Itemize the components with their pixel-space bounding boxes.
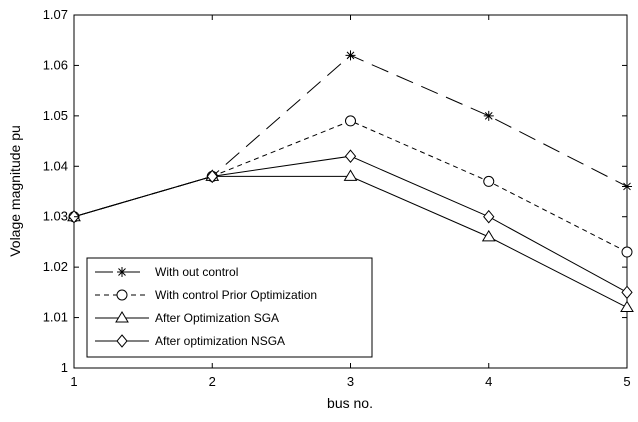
legend-marker-triangle bbox=[115, 311, 129, 323]
x-axis-label: bus no. bbox=[327, 395, 373, 411]
legend-marker-diamond bbox=[116, 334, 128, 348]
y-tick-label: 1.06 bbox=[43, 57, 68, 72]
y-tick-label: 1.07 bbox=[43, 7, 68, 22]
data-point-diamond bbox=[483, 209, 495, 224]
y-tick-label: 1.05 bbox=[43, 108, 68, 123]
data-point-asterisk bbox=[483, 110, 494, 121]
legend-label: After Optimization SGA bbox=[155, 311, 279, 325]
legend-marker-asterisk bbox=[117, 267, 127, 277]
y-tick-label: 1.04 bbox=[43, 158, 68, 173]
x-tick-label: 2 bbox=[209, 374, 216, 389]
x-tick-label: 1 bbox=[70, 374, 77, 389]
legend-label: With control Prior Optimization bbox=[155, 288, 317, 302]
y-tick-label: 1.02 bbox=[43, 259, 68, 274]
x-tick-label: 3 bbox=[347, 374, 354, 389]
y-tick-label: 1.01 bbox=[43, 310, 68, 325]
legend: With out control With control Prior Optim… bbox=[86, 257, 373, 358]
data-point-diamond bbox=[621, 285, 633, 300]
legend-label: With out control bbox=[155, 265, 238, 279]
data-point-triangle bbox=[481, 229, 496, 242]
data-point-circle bbox=[483, 175, 495, 187]
data-point-diamond bbox=[344, 149, 357, 163]
axes-ticks: 1 2 3 4 5 1 1.01 1.02 1.03 1.04 1.05 1.06 1.07 bbox=[43, 7, 631, 389]
data-point-diamond bbox=[206, 169, 218, 184]
x-tick-label: 5 bbox=[623, 374, 630, 389]
y-tick-label: 1 bbox=[61, 360, 68, 375]
legend-marker-circle bbox=[116, 289, 128, 301]
data-point-circle bbox=[345, 115, 356, 127]
data-point-asterisk bbox=[622, 181, 632, 192]
data-point-asterisk bbox=[345, 50, 356, 61]
data-point-triangle bbox=[620, 300, 634, 312]
x-tick-label: 4 bbox=[485, 374, 492, 389]
series-layer bbox=[67, 50, 634, 312]
y-tick-label: 1.03 bbox=[43, 209, 68, 224]
data-point-triangle bbox=[343, 169, 358, 181]
data-point-circle bbox=[621, 246, 633, 258]
y-axis-label: Volage magnitude pu bbox=[7, 125, 23, 257]
legend-label: After optimization NSGA bbox=[155, 334, 285, 348]
